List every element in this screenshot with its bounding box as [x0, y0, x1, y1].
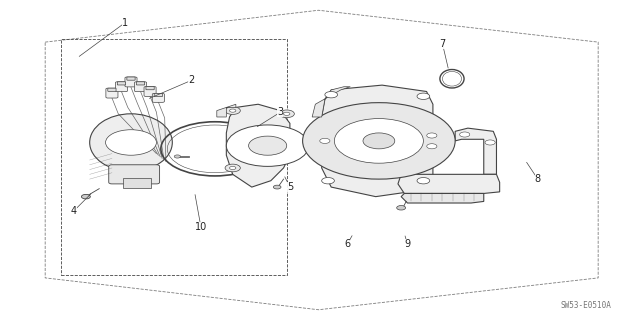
Text: 5: 5: [287, 182, 293, 192]
FancyBboxPatch shape: [136, 82, 145, 85]
Circle shape: [225, 164, 240, 172]
Circle shape: [397, 205, 406, 210]
Text: 7: 7: [440, 39, 445, 49]
Text: 2: 2: [189, 75, 194, 85]
Circle shape: [106, 130, 157, 155]
Bar: [177, 156, 189, 157]
Polygon shape: [398, 174, 499, 194]
Circle shape: [229, 109, 236, 112]
FancyBboxPatch shape: [134, 82, 147, 92]
Polygon shape: [226, 104, 290, 187]
Circle shape: [417, 178, 430, 184]
Polygon shape: [217, 104, 236, 117]
Circle shape: [225, 107, 240, 115]
Circle shape: [427, 144, 437, 149]
Circle shape: [325, 92, 338, 98]
FancyBboxPatch shape: [108, 88, 116, 91]
Polygon shape: [401, 194, 483, 203]
FancyBboxPatch shape: [152, 93, 164, 102]
Circle shape: [248, 136, 287, 155]
Text: 6: 6: [344, 239, 350, 249]
FancyBboxPatch shape: [117, 82, 125, 85]
Text: SW53-E0510A: SW53-E0510A: [560, 301, 611, 310]
Circle shape: [334, 119, 424, 163]
FancyBboxPatch shape: [125, 77, 137, 87]
Circle shape: [279, 110, 294, 118]
Circle shape: [226, 125, 309, 166]
Text: 10: 10: [195, 222, 207, 232]
FancyBboxPatch shape: [127, 77, 135, 80]
Circle shape: [273, 185, 281, 189]
Circle shape: [82, 195, 90, 199]
Circle shape: [174, 155, 180, 158]
Ellipse shape: [90, 114, 173, 171]
Polygon shape: [455, 128, 496, 174]
Circle shape: [363, 133, 395, 149]
Circle shape: [229, 166, 236, 170]
Polygon shape: [312, 87, 350, 117]
Text: 3: 3: [277, 107, 283, 117]
Circle shape: [460, 132, 469, 137]
Circle shape: [427, 133, 437, 138]
FancyBboxPatch shape: [115, 82, 127, 92]
FancyBboxPatch shape: [124, 179, 152, 188]
Text: 9: 9: [404, 239, 411, 249]
FancyBboxPatch shape: [144, 87, 156, 96]
Polygon shape: [322, 85, 433, 197]
FancyBboxPatch shape: [109, 165, 160, 184]
FancyBboxPatch shape: [154, 93, 162, 97]
Circle shape: [322, 178, 334, 184]
Circle shape: [485, 140, 495, 145]
Circle shape: [303, 103, 455, 179]
Text: 4: 4: [71, 206, 77, 216]
Bar: [61, 39, 287, 275]
Circle shape: [283, 112, 290, 116]
Circle shape: [417, 93, 430, 100]
Circle shape: [320, 138, 330, 143]
Text: 1: 1: [122, 18, 127, 28]
FancyBboxPatch shape: [146, 87, 154, 90]
FancyBboxPatch shape: [106, 88, 118, 98]
Text: 8: 8: [534, 174, 541, 184]
